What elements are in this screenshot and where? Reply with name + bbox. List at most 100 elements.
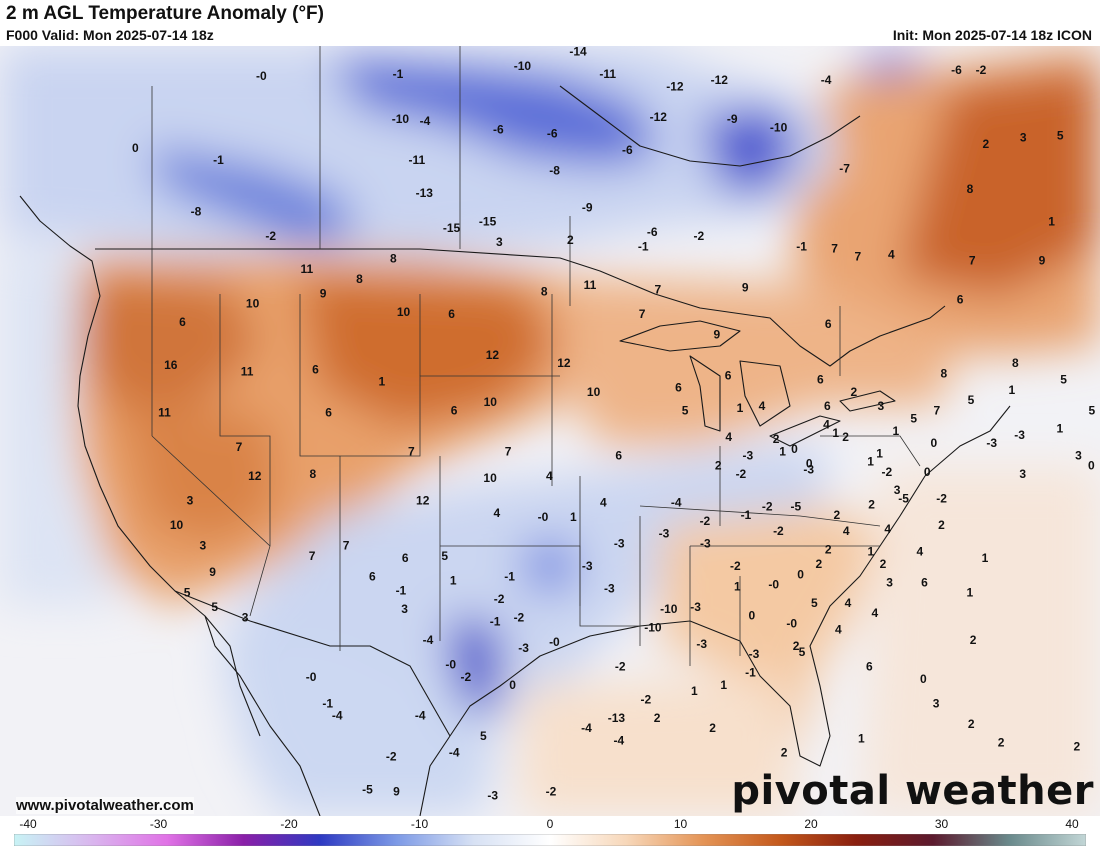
anomaly-value-label: 11	[158, 405, 171, 419]
anomaly-value-label: -2	[265, 229, 276, 243]
anomaly-value-label: 16	[164, 358, 178, 372]
anomaly-value-label: 5	[441, 549, 448, 563]
anomaly-value-label: 2	[816, 557, 823, 571]
anomaly-value-label: -10	[644, 621, 662, 635]
anomaly-value-label: 2	[868, 498, 875, 512]
state-line	[639, 505, 881, 527]
anomaly-value-label: -1	[396, 584, 407, 598]
anomaly-value-label: 1	[1008, 383, 1015, 397]
anomaly-value-label: 5	[184, 586, 191, 600]
anomaly-value-label: 2	[842, 430, 849, 444]
anomaly-value-label: 6	[369, 569, 376, 583]
anomaly-value-label: 6	[957, 293, 964, 307]
anomaly-value-label: -2	[494, 592, 505, 606]
anomaly-value-label: -1	[796, 239, 807, 253]
anomaly-labels: -00-1-1-8-2-10 -4-11-13-15 -15-6-10-14-11-…	[132, 46, 1096, 803]
anomaly-value-label: -0	[538, 510, 549, 524]
anomaly-value-label: -3	[614, 537, 625, 551]
anomaly-value-label: -2	[976, 63, 987, 77]
anomaly-value-label: 11	[584, 278, 597, 292]
anomaly-value-label: 6	[921, 575, 928, 589]
anomaly-value-label: 2	[781, 746, 788, 760]
anomaly-value-label: -3	[742, 448, 753, 462]
anomaly-value-label: -8	[549, 163, 560, 177]
anomaly-value-label: -2	[762, 500, 773, 514]
anomaly-value-label: 0	[791, 442, 798, 456]
warm-core-plains	[300, 276, 560, 426]
anomaly-value-label: -9	[582, 200, 593, 214]
anomaly-value-label: 4	[546, 469, 553, 483]
anomaly-value-label: 6	[179, 315, 186, 329]
anomaly-value-label: 2	[968, 717, 975, 731]
state-line	[219, 294, 271, 546]
anomaly-value-label: 0	[930, 436, 937, 450]
anomaly-value-label: -3	[749, 647, 760, 661]
anomaly-value-label: 1	[779, 444, 786, 458]
anomaly-value-label: -13	[608, 711, 626, 725]
anomaly-value-label: -4	[420, 114, 431, 128]
anomaly-value-label: 11	[241, 364, 254, 378]
anomaly-value-label: 7	[854, 250, 861, 264]
anomaly-value-label: 5	[1089, 403, 1096, 417]
anomaly-value-label: 2	[654, 711, 661, 725]
anomaly-value-label: -0	[256, 69, 267, 83]
anomaly-value-label: 6	[817, 373, 824, 387]
anomaly-value-label: 1	[1056, 422, 1063, 436]
anomaly-value-label: -0	[306, 670, 317, 684]
anomaly-value-label: 3	[886, 575, 893, 589]
anomaly-value-label: 10	[246, 297, 260, 311]
anomaly-value-label: 9	[713, 327, 720, 341]
anomaly-value-label: -3	[582, 559, 593, 573]
anomaly-value-label: 5	[910, 411, 917, 425]
great-lake-superior	[619, 320, 741, 352]
colorbar	[14, 834, 1086, 846]
anomaly-value-label: 4	[917, 545, 924, 559]
anomaly-value-label: -1	[504, 569, 515, 583]
warm-core-great-basin	[120, 406, 280, 546]
anomaly-value-label: -4	[449, 746, 460, 760]
anomaly-value-label: 10	[170, 518, 184, 532]
great-lake-ontario	[839, 390, 896, 412]
website-url[interactable]: www.pivotalweather.com	[16, 797, 194, 814]
anomaly-value-label: 8	[309, 467, 316, 481]
colorbar-tick-label: -10	[410, 817, 429, 831]
anomaly-value-label: 9	[742, 280, 749, 294]
anomaly-value-label: -6	[547, 127, 558, 141]
anomaly-value-label: 5	[211, 600, 218, 614]
anomaly-value-label: -5	[362, 783, 373, 797]
anomaly-value-label: 1	[982, 551, 989, 565]
anomaly-value-label: -8	[191, 204, 202, 218]
state-line	[579, 476, 640, 627]
anomaly-value-label: 2	[709, 721, 716, 735]
state-line	[299, 294, 560, 457]
anomaly-value-label: 2	[938, 518, 945, 532]
anomaly-value-label: 7	[236, 440, 243, 454]
anomaly-value-label: -2	[514, 610, 525, 624]
anomaly-value-label: -2	[881, 465, 892, 479]
anomaly-value-label: -4	[415, 709, 426, 723]
colorbar-tick-label: 30	[934, 817, 949, 831]
init-time: Init: Mon 2025-07-14 18z ICON	[892, 27, 1092, 43]
anomaly-value-label: -10	[770, 120, 788, 134]
anomaly-value-label: 3	[1020, 131, 1027, 145]
anomaly-value-label: -6	[493, 122, 504, 136]
anomaly-value-label: -2	[546, 785, 557, 799]
gulf-coastline	[449, 405, 1011, 767]
colorbar-tick-label: -20	[280, 817, 298, 831]
anomaly-value-label: 1	[867, 455, 874, 469]
anomaly-value-label: -12	[711, 73, 729, 87]
anomaly-value-label: 5	[1057, 129, 1064, 143]
anomaly-value-label: 2	[567, 233, 574, 247]
anomaly-value-label: -1	[490, 614, 501, 628]
colorbar-tick-label: 0	[546, 817, 554, 831]
anomaly-value-label: -12	[666, 79, 684, 93]
anomaly-value-label: -5	[790, 500, 801, 514]
anomaly-value-label: 11	[301, 262, 314, 276]
anomaly-value-label: 4	[888, 247, 895, 261]
anomaly-value-label: -1	[638, 239, 649, 253]
anomaly-value-label: 1	[570, 510, 577, 524]
anomaly-value-label: -4	[581, 721, 592, 735]
anomaly-value-label: -9	[727, 112, 738, 126]
anomaly-value-label: 5	[799, 645, 806, 659]
anomaly-value-label: -2	[386, 750, 397, 764]
